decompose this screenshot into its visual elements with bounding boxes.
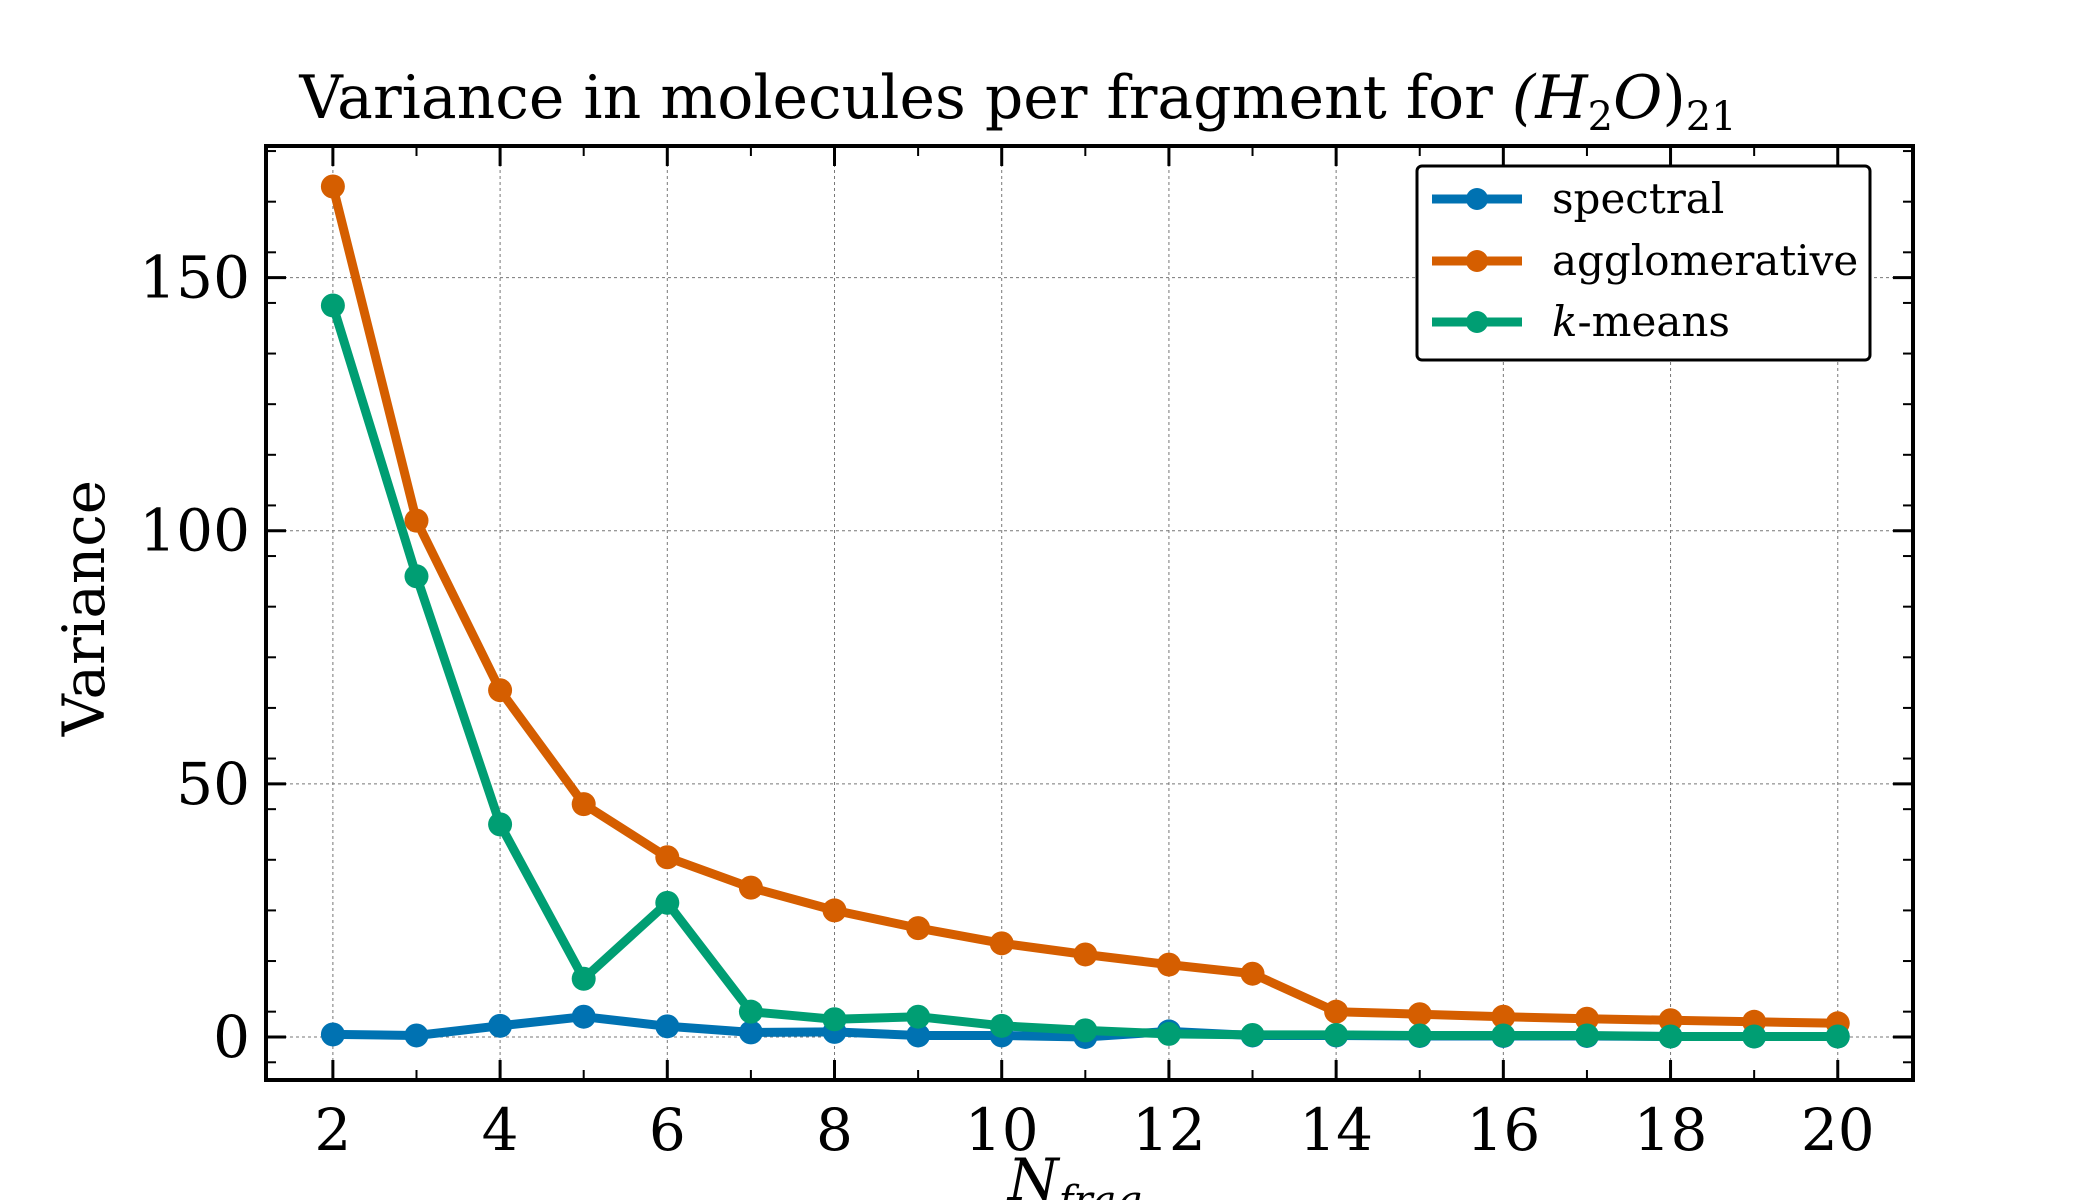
- y-tick-label: 150: [139, 244, 250, 312]
- data-point-k-means: [488, 812, 513, 837]
- data-point-agglomerative: [1324, 999, 1349, 1024]
- data-point-k-means: [655, 890, 680, 915]
- data-point-spectral: [404, 1023, 429, 1048]
- x-axis-label: Nfrag: [1006, 1146, 1142, 1200]
- series-k-means: [320, 293, 1850, 1049]
- data-point-agglomerative: [738, 875, 763, 900]
- data-point-k-means: [1825, 1024, 1850, 1049]
- y-tick-label: 100: [139, 497, 250, 565]
- x-tick-label: 16: [1466, 1096, 1540, 1164]
- legend-marker-agglomerative: [1466, 250, 1488, 272]
- data-point-k-means: [1491, 1023, 1516, 1048]
- x-tick-label: 14: [1299, 1096, 1373, 1164]
- data-point-agglomerative: [320, 174, 345, 199]
- legend-entry-k-means: k-means: [1432, 297, 1730, 346]
- data-point-spectral: [320, 1022, 345, 1047]
- data-point-k-means: [1156, 1021, 1181, 1046]
- legend-entry-agglomerative: agglomerative: [1432, 236, 1858, 285]
- data-point-spectral: [738, 1020, 763, 1045]
- data-point-spectral: [571, 1004, 596, 1029]
- data-point-agglomerative: [571, 792, 596, 817]
- data-point-agglomerative: [1073, 942, 1098, 967]
- x-tick-label: 12: [1132, 1096, 1206, 1164]
- data-point-k-means: [1658, 1024, 1683, 1049]
- y-tick-label: 50: [176, 750, 250, 818]
- legend: spectral agglomerative k-means: [1415, 164, 1872, 362]
- legend-marker-spectral: [1466, 188, 1488, 210]
- data-point-spectral: [488, 1013, 513, 1038]
- data-point-agglomerative: [488, 678, 513, 703]
- legend-frame: [1415, 164, 1872, 362]
- data-point-k-means: [1324, 1022, 1349, 1047]
- data-point-k-means: [404, 564, 429, 589]
- data-point-k-means: [738, 999, 763, 1024]
- data-point-agglomerative: [1491, 1004, 1516, 1029]
- x-tick-label: 6: [649, 1096, 686, 1164]
- data-point-k-means: [1574, 1023, 1599, 1048]
- data-point-agglomerative: [1240, 961, 1265, 986]
- data-point-spectral: [906, 1023, 931, 1048]
- data-point-k-means: [1742, 1024, 1767, 1049]
- legend-entry-spectral: spectral: [1432, 174, 1724, 223]
- data-point-agglomerative: [822, 898, 847, 923]
- x-tick-label: 10: [965, 1096, 1039, 1164]
- plot-frame: [264, 144, 1915, 1082]
- data-point-k-means: [320, 293, 345, 318]
- legend-label-k-means: k-means: [1552, 297, 1730, 346]
- data-point-k-means: [571, 966, 596, 991]
- data-point-k-means: [822, 1007, 847, 1032]
- legend-label-spectral: spectral: [1552, 174, 1724, 223]
- legend-marker-k-means: [1466, 311, 1488, 333]
- y-tick-label: 0: [213, 1003, 250, 1071]
- data-point-agglomerative: [989, 931, 1014, 956]
- data-point-agglomerative: [1574, 1006, 1599, 1031]
- data-point-spectral: [655, 1014, 680, 1039]
- data-point-k-means: [1407, 1023, 1432, 1048]
- y-axis-label: Variance: [50, 480, 118, 737]
- data-point-agglomerative: [1407, 1002, 1432, 1027]
- x-tick-label: 8: [816, 1096, 853, 1164]
- x-tick-label: 20: [1801, 1096, 1875, 1164]
- series: [320, 174, 1850, 1049]
- legend-label-agglomerative: agglomerative: [1552, 236, 1858, 285]
- data-point-k-means: [1073, 1018, 1098, 1043]
- x-tick-label: 4: [482, 1096, 519, 1164]
- data-point-agglomerative: [655, 845, 680, 870]
- data-point-agglomerative: [404, 508, 429, 533]
- data-point-k-means: [989, 1013, 1014, 1038]
- chart-title: Variance in molecules per fragment for (…: [298, 63, 1736, 140]
- data-point-agglomerative: [906, 916, 931, 941]
- x-tick-label: 2: [314, 1096, 351, 1164]
- series-agglomerative: [320, 174, 1850, 1036]
- data-point-k-means: [906, 1004, 931, 1029]
- data-point-k-means: [1240, 1022, 1265, 1047]
- x-tick-label: 18: [1634, 1096, 1708, 1164]
- series-line-k-means: [328, 304, 1838, 1041]
- tick-labels: 2 4 6 8 10 12 14 16 18 20 0 50 100 150: [139, 244, 1874, 1164]
- data-point-agglomerative: [1156, 952, 1181, 977]
